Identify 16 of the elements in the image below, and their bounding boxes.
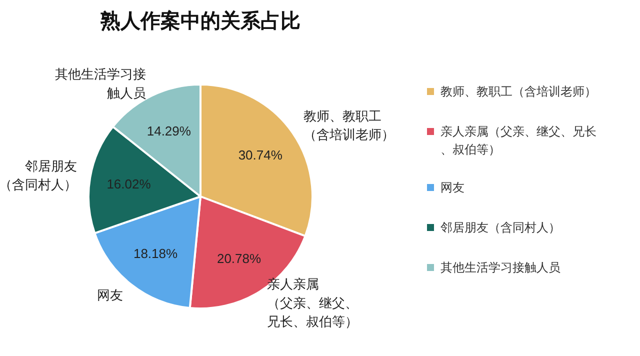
slice-label: 教师、教职工（含培训老师） <box>304 108 395 142</box>
slice-label: 亲人亲属（父亲、继父、兄长、叔伯等） <box>266 276 358 330</box>
legend-label: 亲人亲属（父亲、继父、兄长、叔伯等） <box>440 124 596 157</box>
chart-title: 熟人作案中的关系占比 <box>100 10 300 32</box>
legend-label: 网友 <box>440 180 464 194</box>
slice-label: 其他生活学习接触人员 <box>55 66 146 100</box>
data-label: 16.02% <box>106 176 152 192</box>
slice-label: 网友 <box>96 288 123 303</box>
slice-label: 邻居朋友（含同村人） <box>0 158 77 192</box>
data-label: 20.78% <box>216 250 262 266</box>
data-label: 30.74% <box>238 148 283 163</box>
data-label: 18.18% <box>133 246 178 262</box>
legend-label: 其他生活学习接触人员 <box>440 260 560 274</box>
data-label: 14.29% <box>146 123 192 138</box>
legend-label: 教师、教职工（含培训老师） <box>440 84 596 98</box>
legend-label: 邻居朋友（含同村人） <box>440 220 560 234</box>
